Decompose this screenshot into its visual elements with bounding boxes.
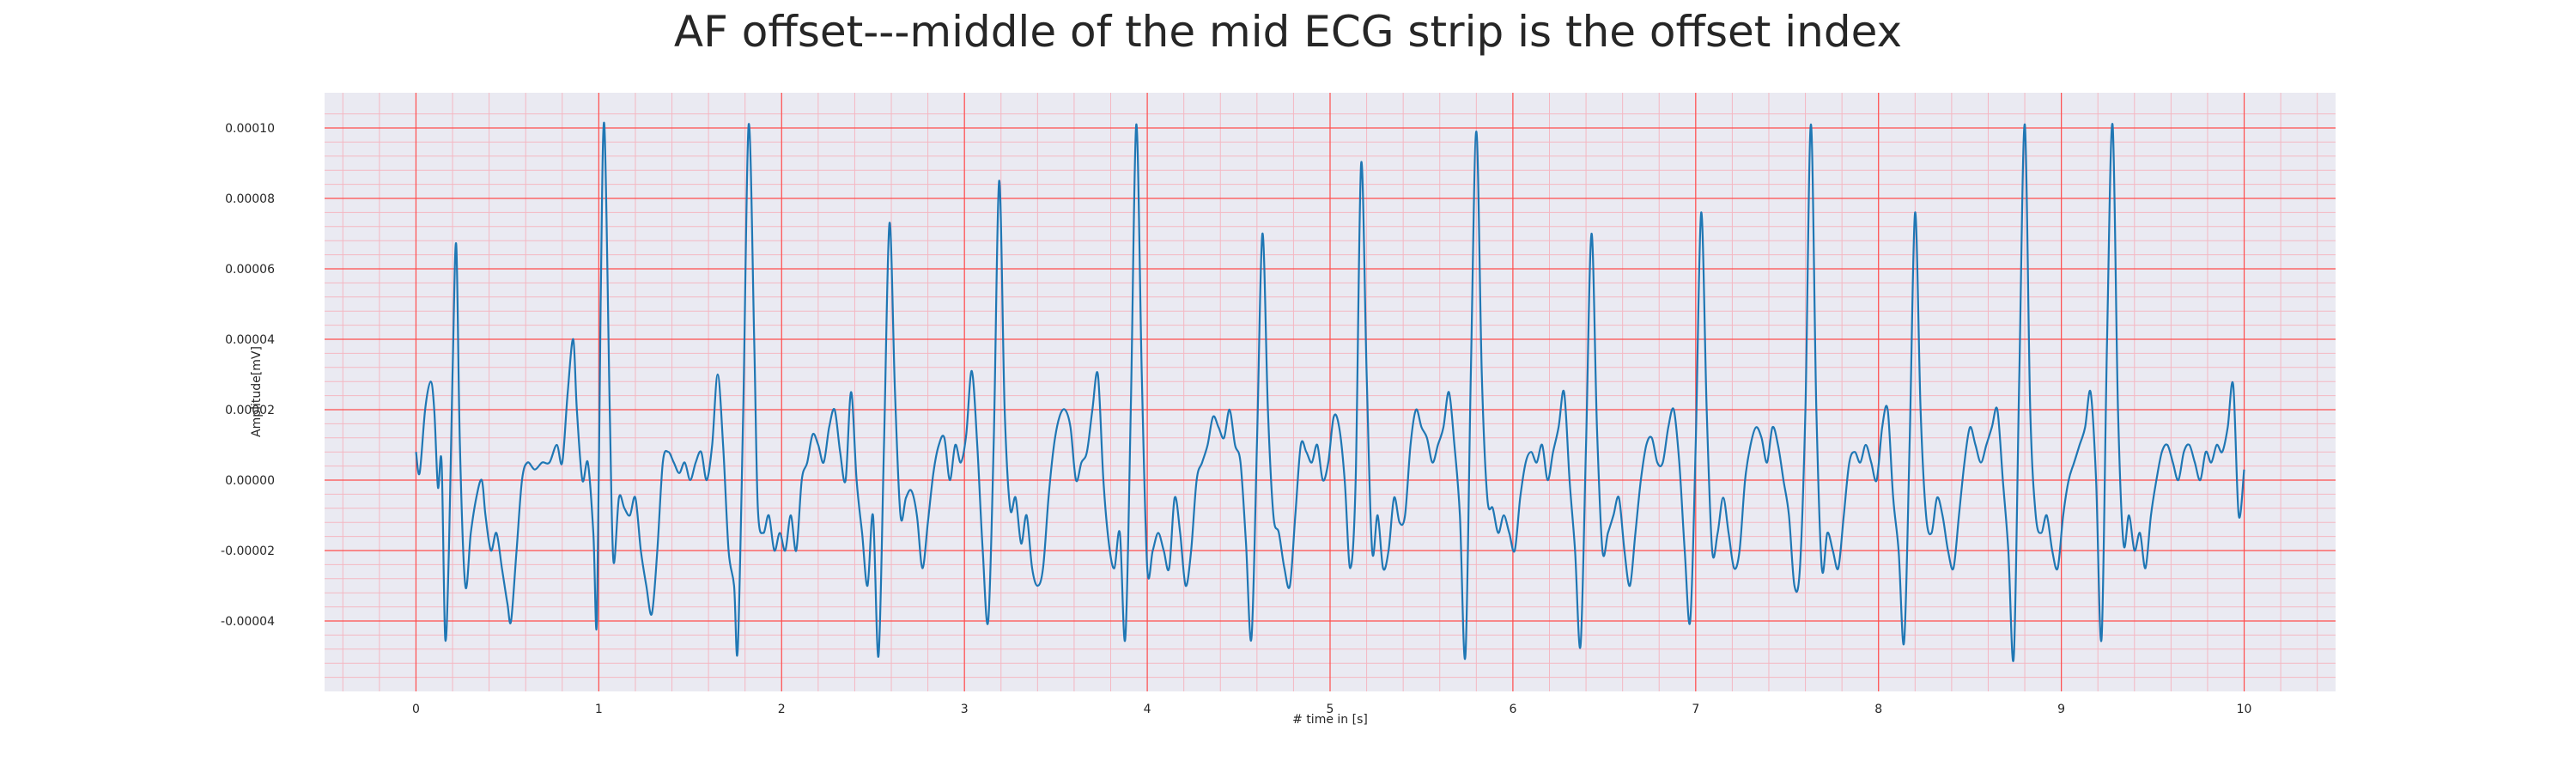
x-tick-label: 0 (412, 703, 420, 716)
y-tick-label: 0.00002 (225, 404, 275, 417)
x-axis-label: # time in [s] (1292, 713, 1368, 727)
y-tick-label: -0.00004 (221, 615, 275, 629)
y-tick-label: -0.00002 (221, 545, 275, 558)
x-tick-label: 3 (961, 703, 969, 716)
y-tick-label: 0.00006 (225, 263, 275, 277)
major-grid (325, 93, 2336, 691)
x-tick-label: 1 (595, 703, 603, 716)
chart-title: AF offset---middle of the mid ECG strip … (674, 7, 1902, 57)
x-tick-label: 10 (2237, 703, 2252, 716)
ecg-signal-line (415, 121, 2245, 662)
x-axis-ticks: 0 1 2 3 4 5 6 7 8 9 10 (412, 703, 2251, 716)
y-tick-label: 0.00010 (225, 122, 275, 136)
x-tick-label: 9 (2057, 703, 2065, 716)
y-tick-label: 0.00008 (225, 192, 275, 206)
y-tick-label: 0.00000 (225, 474, 275, 488)
x-tick-label: 6 (1509, 703, 1516, 716)
y-tick-label: 0.00004 (225, 333, 275, 347)
x-tick-label: 2 (778, 703, 786, 716)
y-axis-label: Amplitude[mV] (250, 346, 264, 437)
x-tick-label: 5 (1327, 703, 1334, 716)
x-tick-label: 4 (1144, 703, 1151, 716)
y-axis-ticks: -0.00004 -0.00002 0.00000 0.00002 0.00004 0.0… (221, 122, 275, 629)
x-tick-label: 7 (1692, 703, 1699, 716)
x-tick-label: 8 (1874, 703, 1882, 716)
